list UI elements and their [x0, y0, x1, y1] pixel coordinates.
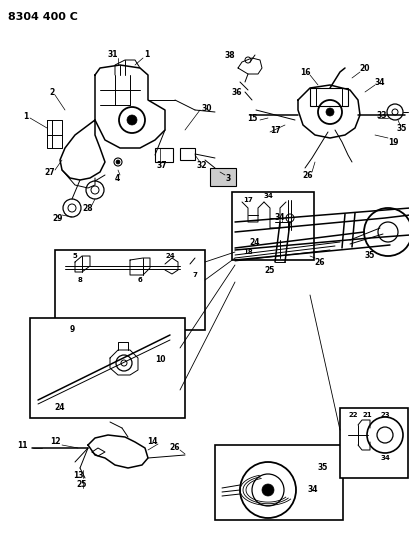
Bar — [55, 250, 204, 330]
Text: 12: 12 — [49, 438, 60, 447]
Text: 15: 15 — [246, 114, 256, 123]
Text: 35: 35 — [396, 124, 406, 133]
Text: 26: 26 — [314, 257, 324, 266]
Text: 33: 33 — [376, 110, 387, 119]
Text: 24: 24 — [249, 238, 260, 246]
Text: 35: 35 — [364, 251, 374, 260]
Text: 27: 27 — [45, 167, 55, 176]
Text: 13: 13 — [72, 471, 83, 480]
Text: 19: 19 — [387, 138, 397, 147]
Bar — [231, 192, 313, 260]
Text: 26: 26 — [169, 443, 180, 453]
Text: 21: 21 — [361, 412, 371, 418]
Bar — [30, 318, 184, 418]
Bar — [309, 88, 347, 106]
Text: 20: 20 — [359, 63, 369, 72]
Text: 8304 400 C: 8304 400 C — [8, 12, 78, 22]
Text: 17: 17 — [269, 125, 280, 134]
Text: 18: 18 — [243, 249, 252, 255]
Text: 16: 16 — [299, 68, 310, 77]
Circle shape — [325, 108, 333, 116]
Text: 32: 32 — [196, 160, 207, 169]
Text: 34: 34 — [263, 193, 272, 199]
Text: 28: 28 — [83, 204, 93, 213]
Text: 24: 24 — [165, 253, 175, 259]
Text: 36: 36 — [231, 87, 242, 96]
Text: 34: 34 — [274, 213, 285, 222]
Text: 34: 34 — [374, 77, 384, 86]
Circle shape — [127, 115, 137, 125]
Text: 8: 8 — [77, 277, 82, 283]
Text: 26: 26 — [302, 171, 312, 180]
Circle shape — [261, 484, 273, 496]
Text: 11: 11 — [18, 441, 28, 450]
Text: 30: 30 — [201, 103, 212, 112]
Text: 1: 1 — [144, 50, 149, 59]
Text: 31: 31 — [108, 50, 118, 59]
Text: 1: 1 — [23, 111, 29, 120]
Text: 22: 22 — [347, 412, 357, 418]
Text: 37: 37 — [156, 160, 167, 169]
Circle shape — [116, 160, 120, 164]
Bar — [339, 408, 407, 478]
Bar — [180, 148, 195, 160]
Bar — [214, 445, 342, 520]
Text: 35: 35 — [317, 464, 328, 472]
Text: 29: 29 — [53, 214, 63, 222]
Text: 6: 6 — [137, 277, 142, 283]
Text: 23: 23 — [379, 412, 389, 418]
Text: 24: 24 — [55, 403, 65, 413]
Text: 25: 25 — [76, 481, 87, 489]
Text: 34: 34 — [307, 486, 318, 495]
Bar — [209, 168, 236, 186]
Text: 2: 2 — [49, 87, 54, 96]
Text: 14: 14 — [146, 438, 157, 447]
Text: 7: 7 — [192, 272, 197, 278]
Bar — [155, 148, 173, 162]
Text: 3: 3 — [225, 174, 230, 182]
Text: 5: 5 — [72, 253, 77, 259]
Text: 17: 17 — [243, 197, 252, 203]
Text: 38: 38 — [224, 51, 235, 60]
Text: 34: 34 — [379, 455, 389, 461]
Text: 9: 9 — [69, 326, 74, 335]
Text: 25: 25 — [264, 265, 274, 274]
Text: 10: 10 — [155, 356, 165, 365]
Text: 4: 4 — [114, 174, 119, 182]
